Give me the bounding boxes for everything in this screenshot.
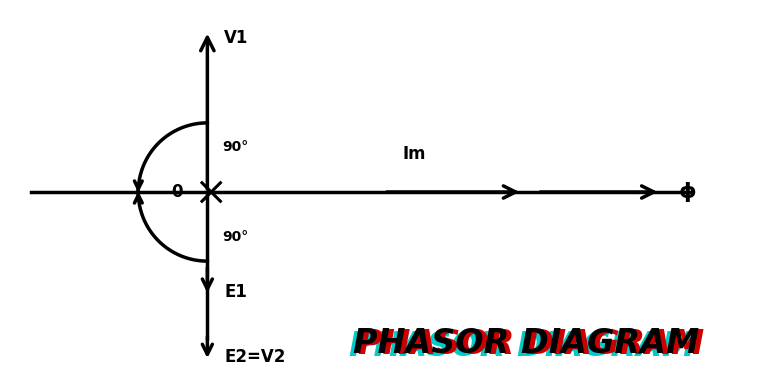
Text: 90°: 90°: [223, 140, 249, 154]
Text: ϕ: ϕ: [678, 182, 697, 202]
Text: PHASOR DIAGRAM: PHASOR DIAGRAM: [349, 330, 695, 363]
Text: PHASOR DIAGRAM: PHASOR DIAGRAM: [353, 327, 700, 360]
Text: 0: 0: [171, 183, 183, 201]
Text: E1: E1: [224, 283, 247, 301]
Text: Im: Im: [403, 145, 426, 162]
Text: 90°: 90°: [223, 230, 249, 244]
Text: E2=V2: E2=V2: [224, 348, 286, 366]
Text: V1: V1: [224, 30, 249, 47]
Text: PHASOR DIAGRAM: PHASOR DIAGRAM: [358, 328, 704, 361]
